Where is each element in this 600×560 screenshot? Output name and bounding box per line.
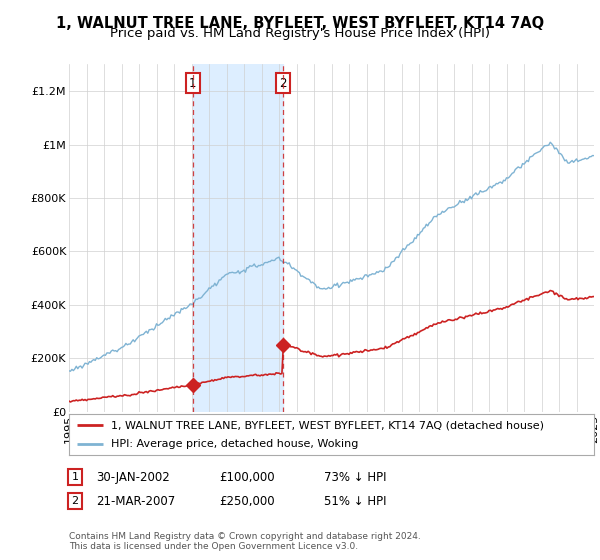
Text: £250,000: £250,000 xyxy=(219,494,275,508)
Text: 73% ↓ HPI: 73% ↓ HPI xyxy=(324,470,386,484)
Bar xyxy=(193,64,283,412)
Text: £100,000: £100,000 xyxy=(219,470,275,484)
Text: Contains HM Land Registry data © Crown copyright and database right 2024.
This d: Contains HM Land Registry data © Crown c… xyxy=(69,532,421,552)
Text: 30-JAN-2002: 30-JAN-2002 xyxy=(96,470,170,484)
Text: Price paid vs. HM Land Registry's House Price Index (HPI): Price paid vs. HM Land Registry's House … xyxy=(110,27,490,40)
Text: 2: 2 xyxy=(71,496,79,506)
Text: 1: 1 xyxy=(71,472,79,482)
Text: 2: 2 xyxy=(279,77,287,90)
Text: 1: 1 xyxy=(189,77,197,90)
Text: HPI: Average price, detached house, Woking: HPI: Average price, detached house, Woki… xyxy=(111,439,358,449)
Text: 21-MAR-2007: 21-MAR-2007 xyxy=(96,494,175,508)
Text: 1, WALNUT TREE LANE, BYFLEET, WEST BYFLEET, KT14 7AQ (detached house): 1, WALNUT TREE LANE, BYFLEET, WEST BYFLE… xyxy=(111,421,544,430)
Text: 51% ↓ HPI: 51% ↓ HPI xyxy=(324,494,386,508)
Text: 1, WALNUT TREE LANE, BYFLEET, WEST BYFLEET, KT14 7AQ: 1, WALNUT TREE LANE, BYFLEET, WEST BYFLE… xyxy=(56,16,544,31)
